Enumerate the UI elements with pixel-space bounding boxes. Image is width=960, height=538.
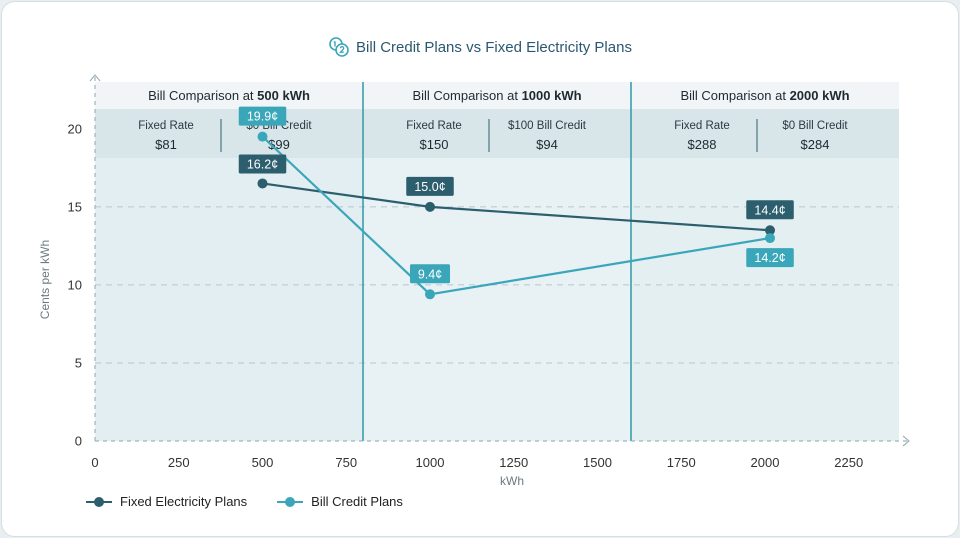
coins-icon [329, 37, 349, 57]
y-tick-label-4: 20 [68, 121, 82, 136]
x-tick-label-0: 0 [91, 455, 98, 470]
y-tick-label-1: 5 [75, 355, 82, 370]
chart-legend: Fixed Electricity Plans Bill Credit Plan… [86, 494, 403, 509]
data-label-1-1: 9.4¢ [418, 267, 442, 281]
panel-left-value-0: $81 [155, 137, 177, 152]
panel-left-label-0: Fixed Rate [138, 120, 194, 132]
x-tick-label-1: 250 [168, 455, 190, 470]
point-1-1 [425, 289, 435, 300]
panel-right-value-1: $94 [536, 137, 558, 152]
x-tick-label-5: 1250 [499, 455, 528, 470]
x-tick-label-4: 1000 [416, 455, 445, 470]
y-tick-label-2: 10 [68, 277, 82, 292]
panel-left-label-1: Fixed Rate [406, 120, 462, 132]
x-tick-label-8: 2000 [751, 455, 780, 470]
panel-title-2: Bill Comparison at 2000 kWh [680, 88, 849, 103]
x-tick-label-3: 750 [335, 455, 357, 470]
panel-left-value-2: $288 [688, 137, 717, 152]
chart-title: Bill Credit Plans vs Fixed Electricity P… [356, 38, 632, 56]
panel-title-bg-1 [363, 82, 631, 109]
x-tick-label-2: 500 [252, 455, 274, 470]
panel-right-value-2: $284 [801, 137, 830, 152]
data-label-0-1: 15.0¢ [414, 180, 445, 194]
panel-right-label-1: $100 Bill Credit [508, 120, 587, 132]
x-tick-label-7: 1750 [667, 455, 696, 470]
data-label-0-2: 14.4¢ [754, 203, 785, 217]
data-label-bg-0-0 [238, 154, 287, 174]
y-tick-label-0: 0 [75, 434, 82, 449]
legend-item-fixed[interactable]: Fixed Electricity Plans [86, 494, 247, 509]
x-tick-label-6: 1500 [583, 455, 612, 470]
data-label-bg-0-1 [406, 176, 454, 196]
panel-title-bg-2 [631, 82, 899, 109]
panel-title-1: Bill Comparison at 1000 kWh [412, 88, 581, 103]
data-label-bg-1-0 [238, 106, 287, 126]
panel-title-bg-0 [95, 82, 363, 109]
panel-left-value-1: $150 [420, 137, 449, 152]
x-tick-label-9: 2250 [834, 455, 863, 470]
chart-header: Bill Credit Plans vs Fixed Electricity P… [2, 35, 958, 59]
data-label-1-0: 19.9¢ [247, 110, 278, 124]
legend-swatch-credit [277, 496, 304, 508]
x-axis-arrow [902, 435, 910, 447]
data-label-bg-1-2 [746, 248, 794, 268]
legend-label-fixed: Fixed Electricity Plans [120, 494, 248, 509]
data-label-bg-0-2 [746, 200, 794, 220]
legend-item-credit[interactable]: Bill Credit Plans [277, 494, 403, 509]
y-axis-arrow [89, 74, 101, 82]
point-1-2 [765, 233, 776, 244]
y-tick-label-3: 15 [68, 199, 82, 214]
legend-label-credit: Bill Credit Plans [311, 494, 403, 509]
legend-swatch-fixed [86, 496, 112, 508]
panel-right-label-2: $0 Bill Credit [782, 120, 848, 132]
panel-values-bg-1 [363, 109, 631, 158]
data-label-bg-1-1 [410, 264, 450, 284]
panel-title-0: Bill Comparison at 500 kWh [148, 88, 310, 103]
point-0-2 [765, 225, 776, 236]
panel-left-label-2: Fixed Rate [674, 120, 730, 132]
data-label-0-0: 16.2¢ [247, 157, 278, 171]
panel-values-bg-2 [631, 109, 899, 158]
point-0-1 [425, 201, 435, 212]
data-label-1-2: 14.2¢ [754, 251, 785, 265]
x-axis-title: kWh [500, 474, 524, 488]
point-0-0 [257, 178, 268, 189]
panel-values-bg-0 [95, 109, 363, 158]
point-1-0 [257, 131, 268, 142]
y-axis-title: Cents per kWh [38, 240, 52, 319]
